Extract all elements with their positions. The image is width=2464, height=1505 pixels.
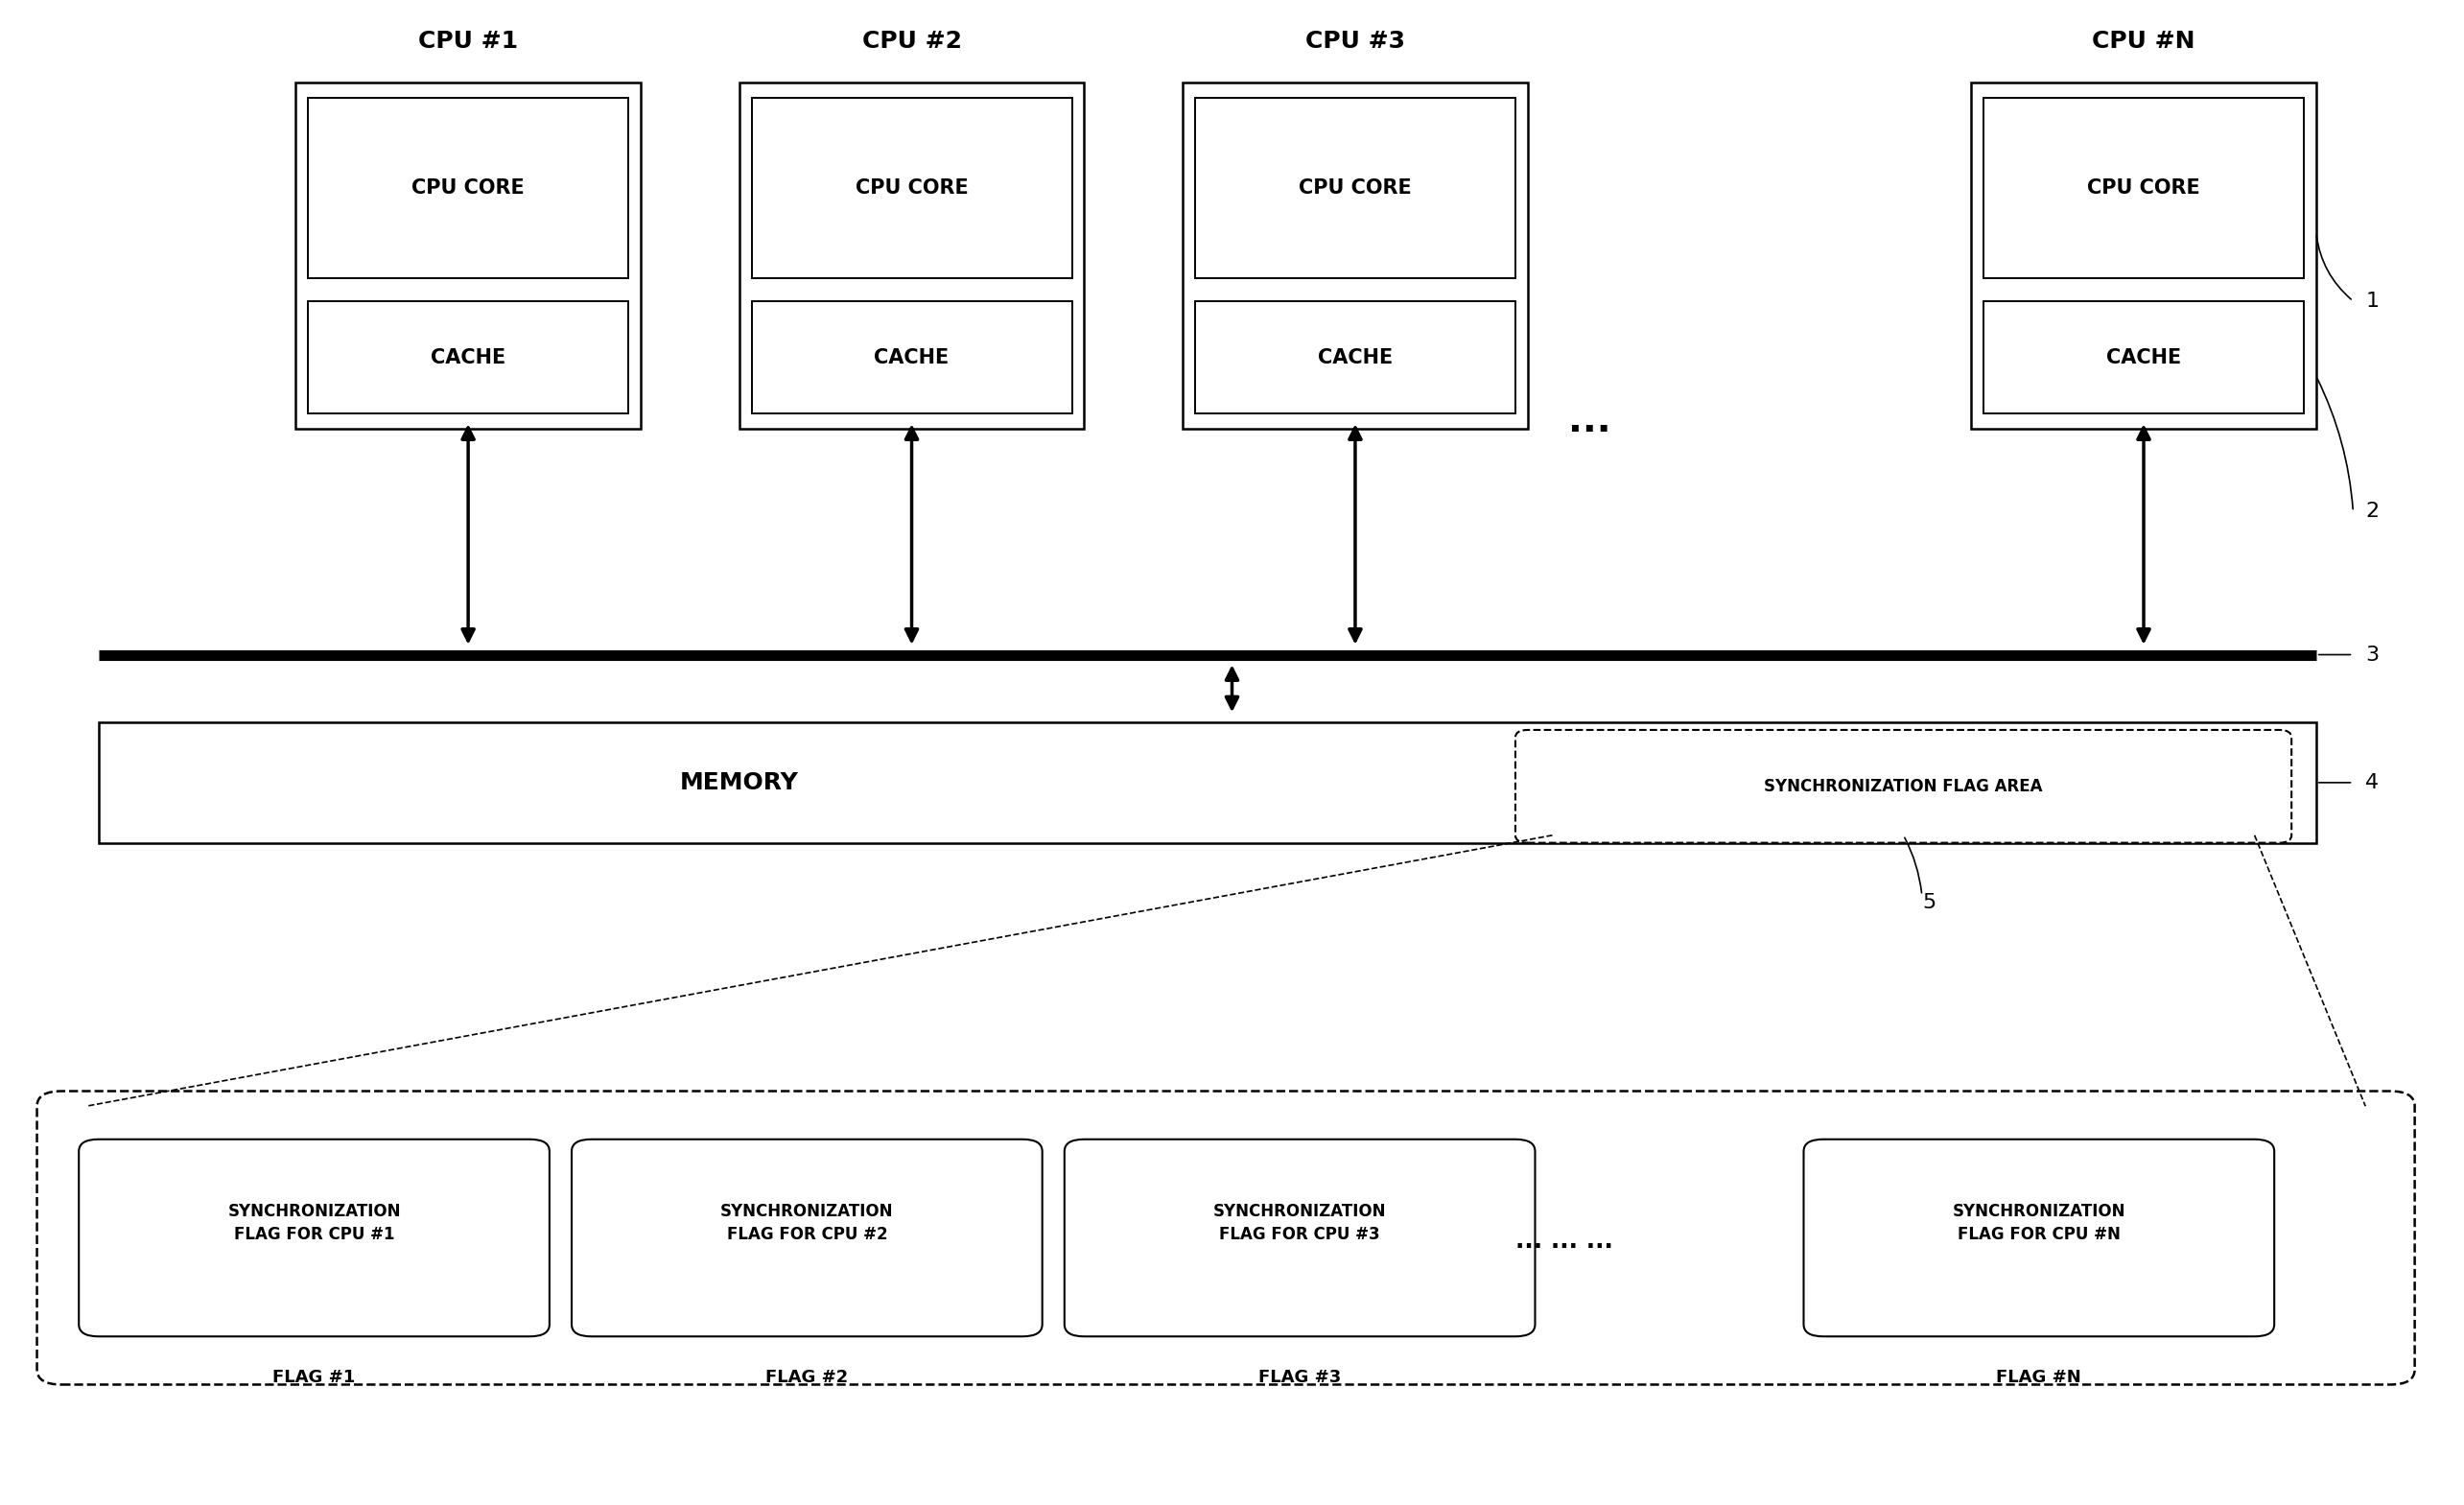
Text: 1: 1 xyxy=(2365,292,2378,310)
Text: MEMORY: MEMORY xyxy=(680,771,798,795)
Bar xyxy=(1183,83,1528,429)
Text: CPU CORE: CPU CORE xyxy=(411,179,525,197)
Bar xyxy=(752,301,1072,414)
FancyBboxPatch shape xyxy=(37,1091,2415,1385)
Text: CPU CORE: CPU CORE xyxy=(1299,179,1412,197)
Text: CPU CORE: CPU CORE xyxy=(2087,179,2200,197)
Text: 5: 5 xyxy=(1922,894,1937,912)
Text: CPU #1: CPU #1 xyxy=(419,30,517,53)
Text: FLAG #N: FLAG #N xyxy=(1996,1368,2082,1386)
Text: CACHE: CACHE xyxy=(2107,348,2181,367)
Text: SYNCHRONIZATION FLAG AREA: SYNCHRONIZATION FLAG AREA xyxy=(1764,778,2043,795)
Bar xyxy=(1971,83,2316,429)
Bar xyxy=(739,83,1084,429)
Bar xyxy=(308,98,628,278)
Text: CPU #N: CPU #N xyxy=(2092,30,2195,53)
FancyBboxPatch shape xyxy=(1064,1139,1535,1336)
Text: 4: 4 xyxy=(2365,774,2378,792)
Text: SYNCHRONIZATION
FLAG FOR CPU #2: SYNCHRONIZATION FLAG FOR CPU #2 xyxy=(719,1202,894,1243)
Text: CPU #3: CPU #3 xyxy=(1306,30,1404,53)
Bar xyxy=(1984,301,2304,414)
Text: CPU CORE: CPU CORE xyxy=(855,179,968,197)
Text: ...: ... xyxy=(1567,403,1611,439)
Text: SYNCHRONIZATION
FLAG FOR CPU #3: SYNCHRONIZATION FLAG FOR CPU #3 xyxy=(1212,1202,1387,1243)
Text: 3: 3 xyxy=(2365,646,2378,664)
Bar xyxy=(1195,98,1515,278)
FancyBboxPatch shape xyxy=(572,1139,1042,1336)
Text: CACHE: CACHE xyxy=(431,348,505,367)
Text: SYNCHRONIZATION
FLAG FOR CPU #1: SYNCHRONIZATION FLAG FOR CPU #1 xyxy=(227,1202,402,1243)
Text: CACHE: CACHE xyxy=(1318,348,1392,367)
Bar xyxy=(296,83,641,429)
Text: FLAG #2: FLAG #2 xyxy=(766,1368,848,1386)
FancyBboxPatch shape xyxy=(1804,1139,2274,1336)
FancyBboxPatch shape xyxy=(79,1139,549,1336)
Text: CPU #2: CPU #2 xyxy=(862,30,961,53)
Bar xyxy=(99,722,2316,843)
Text: CACHE: CACHE xyxy=(875,348,949,367)
Text: FLAG #1: FLAG #1 xyxy=(274,1368,355,1386)
Bar xyxy=(308,301,628,414)
Bar xyxy=(752,98,1072,278)
Bar xyxy=(1195,301,1515,414)
Text: SYNCHRONIZATION
FLAG FOR CPU #N: SYNCHRONIZATION FLAG FOR CPU #N xyxy=(1951,1202,2126,1243)
Text: 2: 2 xyxy=(2365,503,2378,521)
FancyBboxPatch shape xyxy=(1515,730,2292,843)
Text: FLAG #3: FLAG #3 xyxy=(1259,1368,1340,1386)
Text: ... ... ...: ... ... ... xyxy=(1515,1230,1614,1254)
Bar xyxy=(1984,98,2304,278)
